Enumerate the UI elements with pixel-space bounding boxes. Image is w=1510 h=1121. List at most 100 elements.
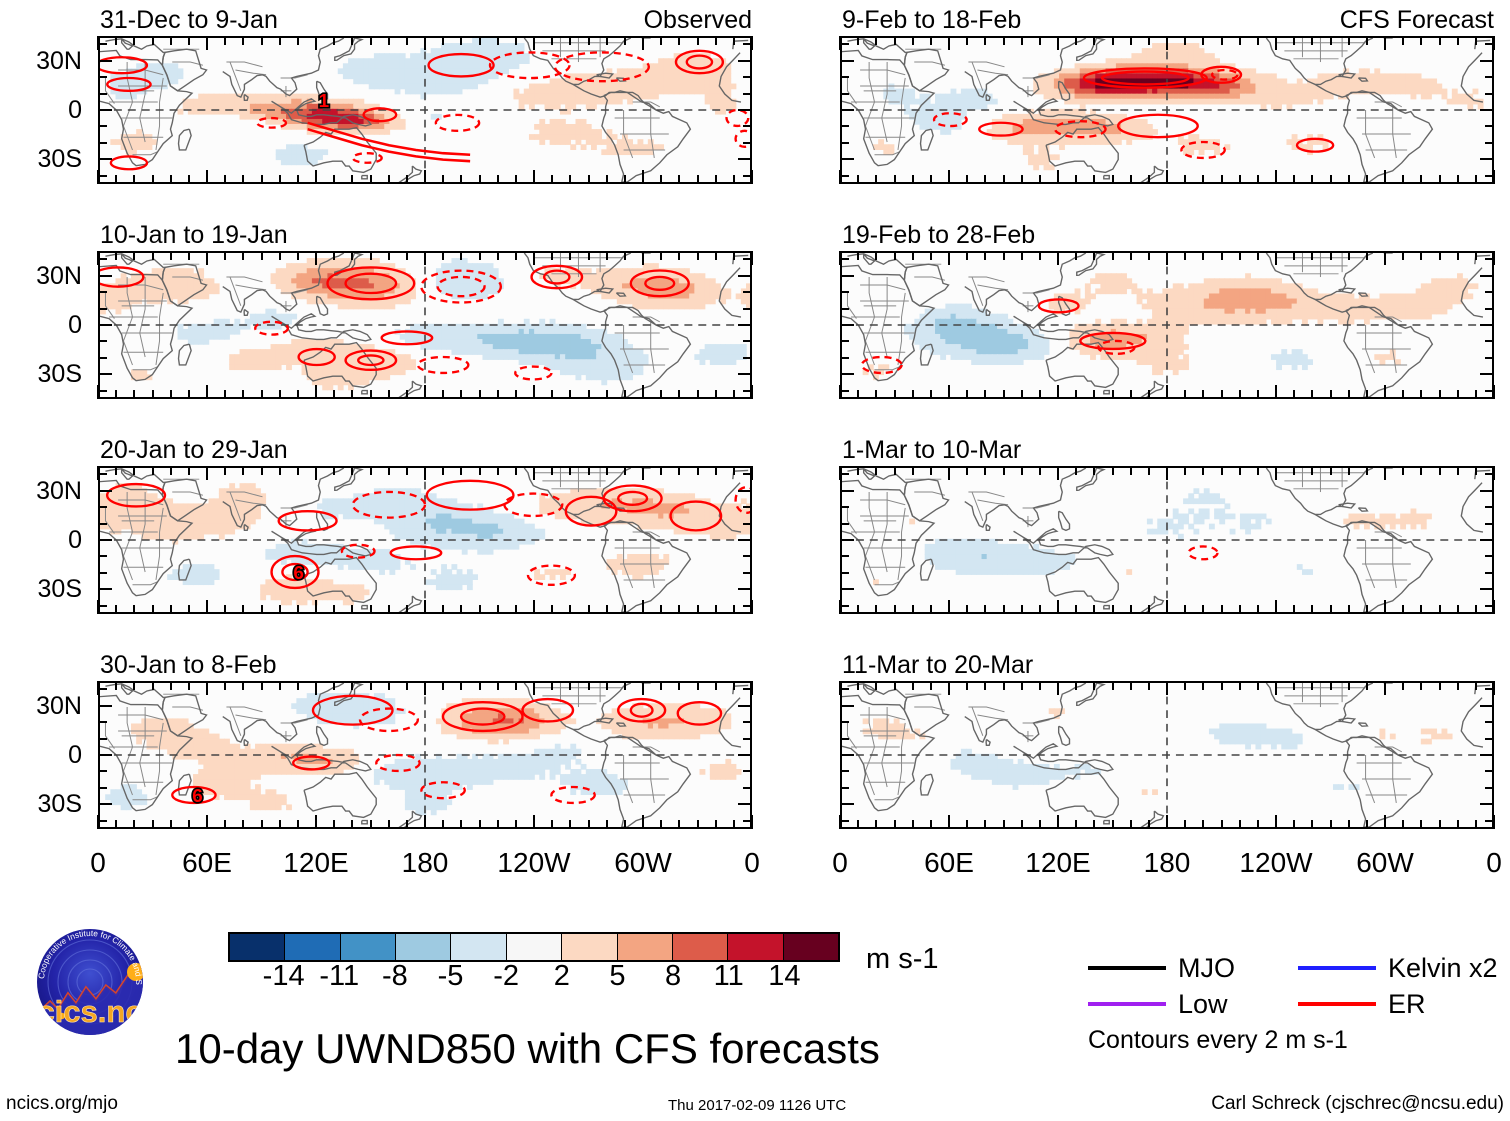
- x-tick: [1093, 175, 1096, 184]
- x-tick: [1147, 820, 1150, 829]
- x-tick: [1111, 605, 1114, 614]
- x-tick: [1402, 390, 1405, 399]
- x-tick: [1111, 390, 1114, 399]
- footer-author[interactable]: Carl Schreck (cjschrec@ncsu.edu): [1211, 1093, 1504, 1114]
- x-tick: [187, 390, 190, 399]
- x-tick: [133, 466, 136, 475]
- x-tick: [260, 36, 263, 45]
- x-tick: [929, 605, 932, 614]
- x-tick: [911, 820, 914, 829]
- x-tick: [169, 390, 172, 399]
- y-tick: [743, 174, 752, 177]
- y-tick: [98, 373, 112, 376]
- x-tick: [405, 681, 408, 690]
- colorbar-swatch-2: [340, 934, 397, 960]
- y-tick: [840, 92, 849, 95]
- colorbar-tick-8: 11: [713, 960, 744, 992]
- x-tick: [514, 466, 517, 475]
- y-tick: [98, 786, 107, 789]
- x-tick: [948, 36, 950, 50]
- x-tick: [1075, 175, 1078, 184]
- x-tick: [911, 36, 914, 45]
- x-tick: [1166, 170, 1168, 184]
- y-tick: [1485, 522, 1494, 525]
- x-tick: [1420, 390, 1423, 399]
- x-tick: [1347, 466, 1350, 475]
- x-ticklabel-1-1: 60E: [924, 847, 974, 878]
- x-tick: [278, 175, 281, 184]
- x-tick: [839, 251, 841, 265]
- x-tick: [1420, 681, 1423, 690]
- y-tick: [743, 688, 752, 691]
- y-tick: [738, 754, 752, 756]
- x-tick: [514, 820, 517, 829]
- y-tick: [1485, 356, 1494, 359]
- x-tick: [911, 605, 914, 614]
- wave-legend: MJO Kelvin x2 Low ER: [1088, 950, 1508, 1022]
- x-tick: [369, 466, 372, 475]
- x-tick: [1493, 681, 1495, 695]
- x-tick: [1075, 605, 1078, 614]
- y-tick: [98, 274, 112, 277]
- x-tick: [424, 815, 426, 829]
- x-tick: [115, 36, 118, 45]
- x-tick: [948, 251, 950, 265]
- x-tick: [206, 600, 208, 614]
- x-tick: [151, 820, 154, 829]
- legend-entry-kelvin: Kelvin x2: [1298, 952, 1508, 983]
- x-tick: [1129, 681, 1132, 690]
- x-tick: [315, 170, 317, 184]
- x-tick: [405, 390, 408, 399]
- x-tick: [278, 605, 281, 614]
- x-tick: [660, 175, 663, 184]
- x-tick: [1402, 36, 1405, 45]
- footer-site-link[interactable]: ncics.org/mjo: [6, 1093, 118, 1114]
- x-tick: [1275, 251, 1277, 265]
- y-ticklabel-2: 30S: [37, 575, 82, 604]
- x-tick: [206, 815, 208, 829]
- x-ticklabel-0-3: 180: [401, 847, 449, 878]
- x-tick: [1493, 815, 1495, 829]
- x-tick: [442, 605, 445, 614]
- x-tick: [1057, 815, 1059, 829]
- y-tick: [840, 373, 854, 376]
- y-tick: [840, 125, 849, 128]
- legend-label-er: ER: [1388, 988, 1426, 1019]
- y-tick: [98, 258, 107, 261]
- x-tick: [1256, 390, 1259, 399]
- y-tick: [1485, 141, 1494, 144]
- panel-title-7: 11-Mar to 20-Mar: [842, 651, 1034, 679]
- x-tick: [642, 600, 644, 614]
- legend-entry-er: ER: [1298, 988, 1508, 1019]
- x-tick: [315, 681, 317, 695]
- x-tick: [551, 820, 554, 829]
- x-tick: [1202, 251, 1205, 260]
- x-tick: [133, 820, 136, 829]
- x-tick: [460, 605, 463, 614]
- x-ticklabel-1-5: 60W: [1356, 847, 1414, 878]
- x-tick: [1002, 820, 1005, 829]
- x-tick: [151, 681, 154, 690]
- colorbar-swatch-6: [562, 934, 618, 960]
- x-tick: [984, 36, 987, 45]
- x-tick: [496, 251, 499, 260]
- x-tick: [514, 605, 517, 614]
- x-tick: [929, 36, 932, 45]
- x-tick: [333, 681, 336, 690]
- x-tick: [405, 605, 408, 614]
- y-tick: [840, 555, 849, 558]
- colorbar-tick-6: 5: [609, 960, 626, 992]
- legend-label-kelvin: Kelvin x2: [1388, 952, 1498, 983]
- x-tick: [551, 466, 554, 475]
- y-tick: [738, 539, 752, 541]
- y-tick: [840, 473, 849, 476]
- x-tick: [642, 466, 644, 480]
- x-tick: [533, 36, 535, 50]
- x-tick: [1002, 466, 1005, 475]
- map-panel-5: [840, 251, 1494, 399]
- x-tick: [206, 466, 208, 480]
- y-ticklabel-0: 30N: [36, 691, 82, 720]
- x-tick: [984, 681, 987, 690]
- x-tick: [1474, 605, 1477, 614]
- x-tick: [1075, 36, 1078, 45]
